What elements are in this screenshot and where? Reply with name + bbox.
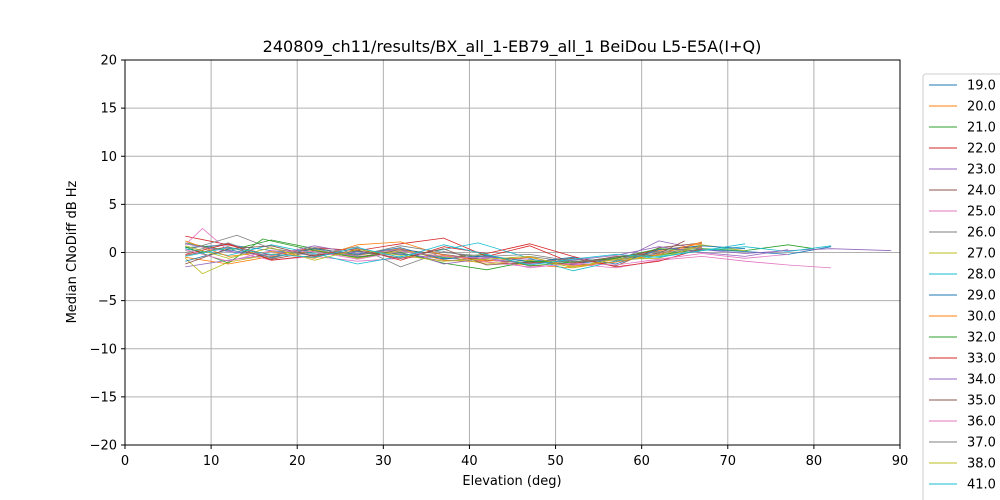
chart-title: 240809_ch11/results/BX_all_1-EB79_all_1 … [263,37,762,57]
series-layer [185,227,892,275]
y-tick-label: −20 [90,439,117,454]
y-axis: −20 −15 −10 −5 0 5 10 15 20 [90,54,125,454]
y-tick-label: −5 [98,294,117,309]
x-tick-label: 70 [720,454,737,469]
x-tick-label: 90 [892,454,909,469]
series-line-33.0 [185,243,703,268]
legend-label: 33.0 [967,352,996,367]
y-axis-label: Median CNoDiff dB Hz [65,180,80,323]
legend-label: 30.0 [967,310,996,325]
legend-label: 22.0 [967,142,996,157]
x-tick-label: 50 [547,454,564,469]
legend-label: 29.0 [967,289,996,304]
series-line-37.0 [185,242,702,262]
x-tick-label: 30 [375,454,392,469]
legend-label: 36.0 [967,415,996,430]
x-tick-label: 80 [806,454,823,469]
legend-label: 24.0 [967,184,996,199]
series-line-26.0 [185,234,702,268]
legend-label: 19.0 [967,79,996,94]
y-tick-label: −15 [90,390,117,405]
legend-label: 21.0 [967,121,996,136]
legend-label: 35.0 [967,394,996,409]
legend-label: 37.0 [967,436,996,451]
x-tick-label: 40 [461,454,478,469]
series-line-38.0 [185,245,703,269]
legend-label: 25.0 [967,205,996,220]
y-tick-label: −10 [90,342,117,357]
y-tick-label: 5 [109,198,117,213]
legend-label: 27.0 [967,247,996,262]
y-tick-label: 20 [100,54,117,69]
series-line-24.0 [185,242,702,267]
series-line-41.0 [185,243,746,266]
legend-label: 23.0 [967,163,996,178]
x-tick-label: 60 [633,454,650,469]
y-tick-label: 15 [100,102,117,117]
x-axis-label: Elevation (deg) [462,474,561,489]
legend: 19.0 20.0 21.0 22.0 23.0 24.0 25.0 26.0 27.0 28.0… [922,73,1000,500]
series-line-30.0 [185,240,703,267]
x-tick-label: 20 [289,454,306,469]
x-axis: 0 10 20 30 40 50 60 70 80 90 [121,445,908,469]
y-tick-label: 0 [109,246,117,261]
legend-label: 38.0 [967,457,996,472]
y-tick-label: 10 [100,150,117,165]
legend-label: 34.0 [967,373,996,388]
x-tick-label: 10 [203,454,220,469]
legend-label: 20.0 [967,100,996,115]
series-line-32.0 [185,238,702,271]
series-line-35.0 [185,240,685,266]
x-tick-label: 0 [121,454,129,469]
legend-frame [922,73,1000,500]
legend-label: 26.0 [967,226,996,241]
legend-label: 32.0 [967,331,996,346]
series-line-28.0 [185,242,832,272]
legend-label: 28.0 [967,268,996,283]
series-line-21.0 [185,239,814,267]
series-line-36.0 [185,249,789,269]
legend-label: 41.0 [967,478,996,493]
